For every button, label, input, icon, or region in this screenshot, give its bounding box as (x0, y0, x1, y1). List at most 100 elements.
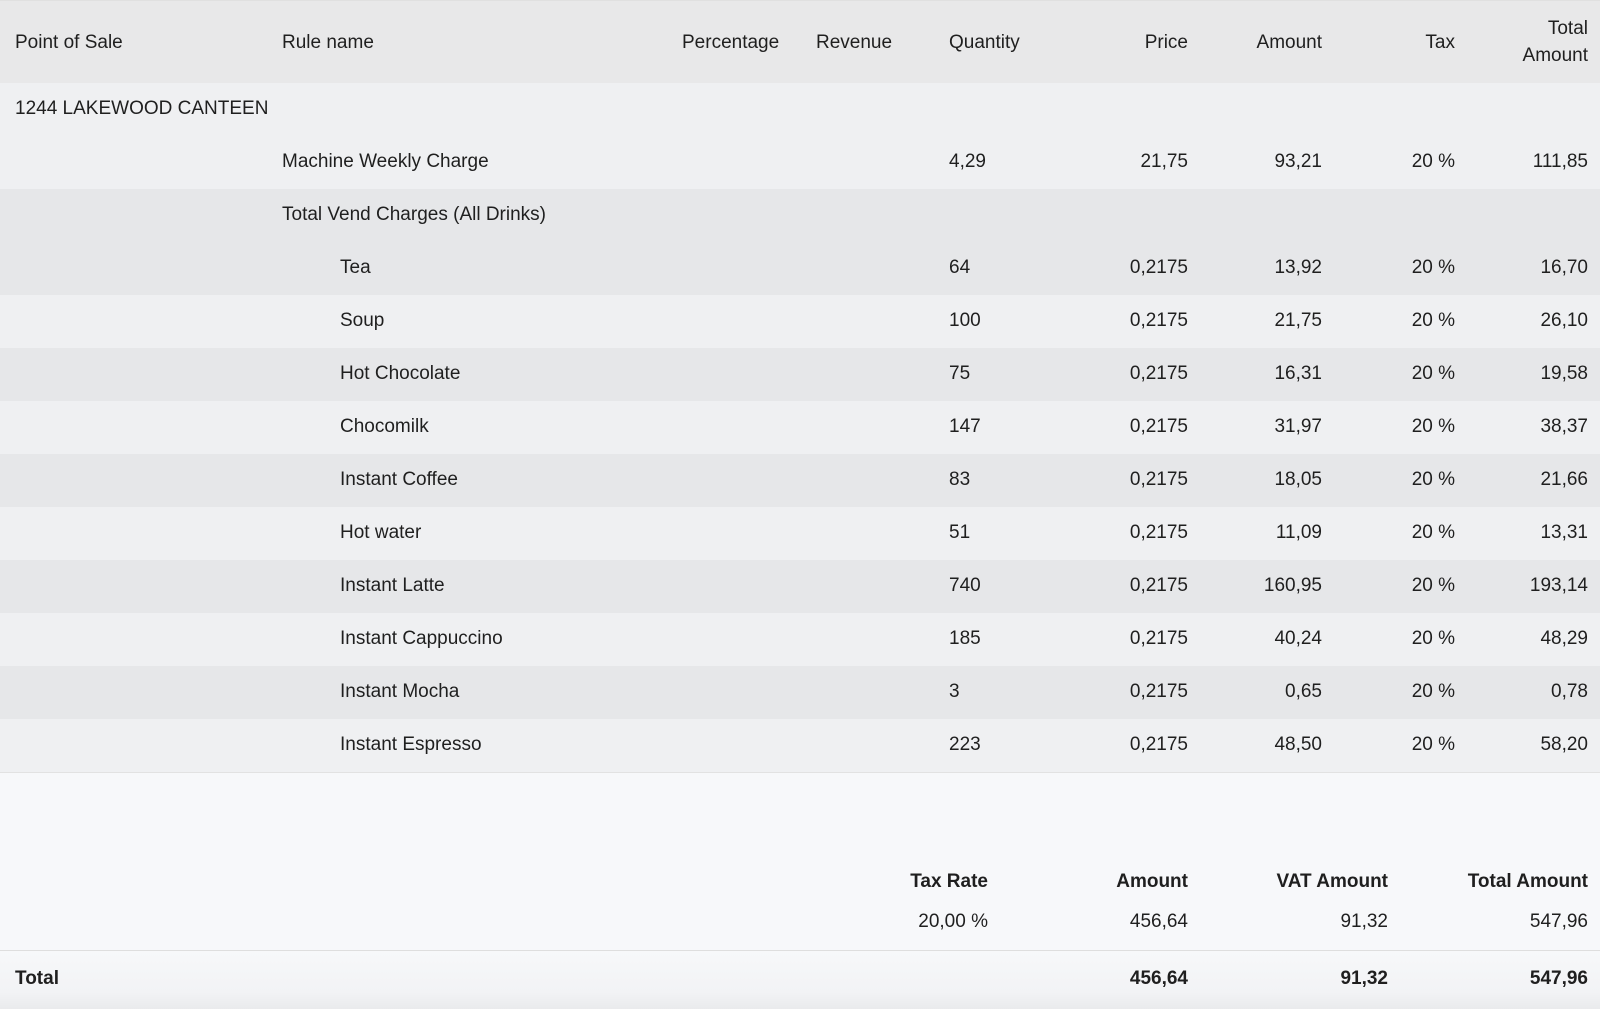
item-name: Chocomilk (340, 416, 429, 437)
tax: 20 % (1411, 257, 1455, 278)
price: 0,2175 (1129, 363, 1188, 384)
quantity: 83 (949, 469, 971, 490)
table-row-machine-charge: Machine Weekly Charge 4,29 21,75 93,21 2… (0, 136, 1600, 189)
total-amount-net: 456,64 (1129, 968, 1188, 989)
total-amount: 0,78 (1551, 681, 1588, 702)
col-header-rule-name[interactable]: Rule name (282, 32, 374, 53)
amount: 11,09 (1275, 522, 1322, 543)
quantity: 4,29 (949, 151, 986, 172)
tax: 20 % (1411, 734, 1455, 755)
total-amount: 38,37 (1540, 416, 1588, 437)
price: 0,2175 (1129, 681, 1188, 702)
table-row: Chocomilk 147 0,2175 31,97 20 % 38,37 (0, 401, 1600, 454)
item-name: Soup (340, 310, 385, 331)
item-name: Instant Espresso (340, 734, 482, 755)
amount: 18,05 (1274, 469, 1322, 490)
amount: 48,50 (1274, 734, 1322, 755)
amount: 16,31 (1274, 363, 1322, 384)
price: 0,2175 (1129, 257, 1188, 278)
price: 0,2175 (1129, 628, 1188, 649)
tax: 20 % (1411, 310, 1455, 331)
summary-tax-rate: 20,00 % (918, 911, 988, 932)
item-name: Instant Mocha (340, 681, 460, 702)
summary-total-amount: 547,96 (1529, 911, 1588, 932)
table-row: Instant Coffee 83 0,2175 18,05 20 % 21,6… (0, 454, 1600, 507)
table-row: Hot Chocolate 75 0,2175 16,31 20 % 19,58 (0, 348, 1600, 401)
price: 0,2175 (1129, 522, 1188, 543)
col-header-total-amount[interactable]: Total Amount (1523, 15, 1588, 69)
rule-name: Total Vend Charges (All Drinks) (282, 204, 546, 225)
item-name: Instant Coffee (340, 469, 458, 490)
col-header-point-of-sale[interactable]: Point of Sale (15, 32, 123, 53)
summary-header-amount: Amount (1116, 871, 1188, 892)
item-name: Instant Cappuccino (340, 628, 503, 649)
amount: 40,24 (1274, 628, 1322, 649)
table-row-vend-group: Total Vend Charges (All Drinks) (0, 189, 1600, 242)
tax: 20 % (1411, 416, 1455, 437)
quantity: 740 (949, 575, 981, 596)
total-amount: 19,58 (1540, 363, 1588, 384)
col-header-total-line1: Total (1547, 18, 1588, 39)
quantity: 223 (949, 734, 981, 755)
quantity: 185 (949, 628, 981, 649)
table-row: Soup 100 0,2175 21,75 20 % 26,10 (0, 295, 1600, 348)
item-name: Instant Latte (340, 575, 445, 596)
price: 0,2175 (1129, 416, 1188, 437)
amount: 160,95 (1263, 575, 1322, 596)
total-amount: 193,14 (1529, 575, 1588, 596)
quantity: 3 (949, 681, 960, 702)
tax: 20 % (1411, 628, 1455, 649)
quantity: 64 (949, 257, 971, 278)
item-name: Hot water (340, 522, 422, 543)
tax: 20 % (1411, 681, 1455, 702)
col-header-quantity[interactable]: Quantity (949, 32, 1020, 53)
tax: 20 % (1411, 575, 1455, 596)
col-header-price[interactable]: Price (1144, 32, 1188, 53)
quantity: 100 (949, 310, 981, 331)
quantity: 147 (949, 416, 981, 437)
table-row: Tea 64 0,2175 13,92 20 % 16,70 (0, 242, 1600, 295)
price: 0,2175 (1129, 734, 1188, 755)
tax: 20 % (1411, 469, 1455, 490)
price: 0,2175 (1129, 575, 1188, 596)
item-name: Tea (340, 257, 371, 278)
total-vat-amount: 91,32 (1340, 968, 1388, 989)
price: 0,2175 (1129, 310, 1188, 331)
summary-amount: 456,64 (1129, 911, 1188, 932)
total-amount: 13,31 (1540, 522, 1588, 543)
amount: 93,21 (1274, 151, 1322, 172)
summary-vat-amount: 91,32 (1340, 911, 1388, 932)
total-amount: 48,29 (1540, 628, 1588, 649)
item-name: Hot Chocolate (340, 363, 461, 384)
quantity: 75 (949, 363, 971, 384)
price: 0,2175 (1129, 469, 1188, 490)
col-header-percentage[interactable]: Percentage (682, 32, 780, 53)
col-header-amount[interactable]: Amount (1256, 32, 1322, 53)
price: 21,75 (1140, 151, 1188, 172)
total-amount: 26,10 (1540, 310, 1588, 331)
total-amount: 58,20 (1540, 734, 1588, 755)
total-row: Total 456,64 91,32 547,96 (0, 950, 1600, 1009)
amount: 31,97 (1274, 416, 1322, 437)
table-row: Instant Mocha 3 0,2175 0,65 20 % 0,78 (0, 666, 1600, 719)
col-header-tax[interactable]: Tax (1425, 32, 1455, 53)
table-row: Instant Cappuccino 185 0,2175 40,24 20 %… (0, 613, 1600, 666)
table-row: Hot water 51 0,2175 11,09 20 % 13,31 (0, 507, 1600, 560)
summary-header-tax-rate: Tax Rate (910, 871, 988, 892)
tax: 20 % (1411, 522, 1455, 543)
amount: 13,92 (1274, 257, 1322, 278)
total-amount: 16,70 (1540, 257, 1588, 278)
table-row: Instant Latte 740 0,2175 160,95 20 % 193… (0, 560, 1600, 613)
total-amount-gross: 547,96 (1529, 968, 1588, 989)
col-header-total-line2: Amount (1522, 45, 1588, 66)
summary-header-total-amount: Total Amount (1467, 871, 1588, 892)
tax: 20 % (1411, 151, 1455, 172)
amount: 21,75 (1274, 310, 1322, 331)
total-label: Total (15, 968, 59, 989)
quantity: 51 (949, 522, 971, 543)
point-of-sale-name: 1244 LAKEWOOD CANTEEN (15, 98, 269, 119)
table-header: Point of Sale Rule name Percentage Reven… (0, 0, 1600, 84)
col-header-revenue[interactable]: Revenue (816, 32, 893, 53)
rule-name: Machine Weekly Charge (282, 151, 489, 172)
